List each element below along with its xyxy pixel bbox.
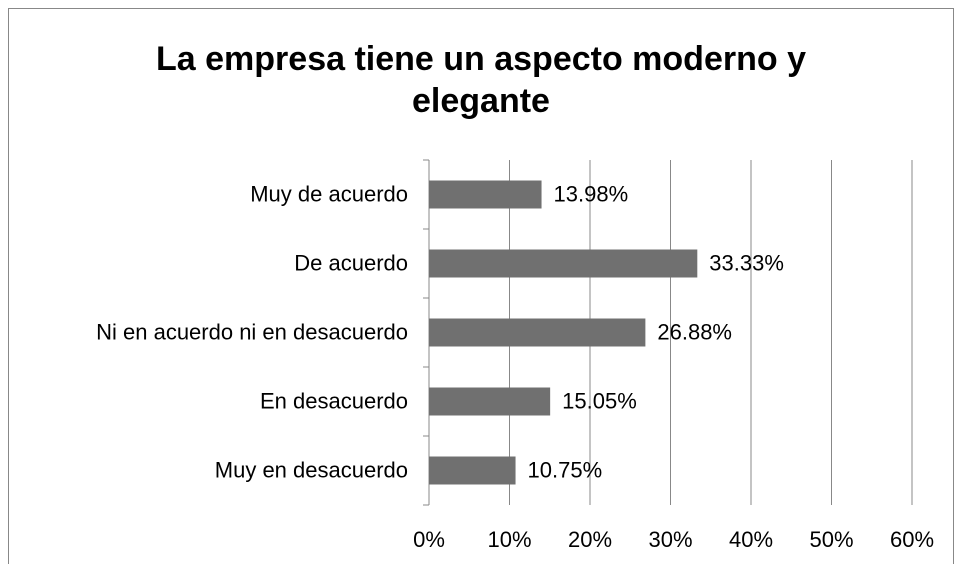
- x-tick-label: 50%: [809, 527, 853, 552]
- bar: [429, 180, 542, 209]
- y-tick-label: Muy en desacuerdo: [215, 457, 408, 482]
- x-tick-label: 60%: [890, 527, 934, 552]
- bar: [429, 249, 698, 278]
- chart-title: La empresa tiene un aspecto moderno y el…: [156, 40, 806, 120]
- y-tick-label: Ni en acuerdo ni en desacuerdo: [96, 319, 408, 344]
- value-label: 13.98%: [554, 181, 629, 206]
- x-tick-label: 30%: [648, 527, 692, 552]
- y-tick-label: En desacuerdo: [260, 388, 408, 413]
- x-tick-label: 40%: [729, 527, 773, 552]
- x-tick-label: 0%: [413, 527, 445, 552]
- bar: [429, 456, 516, 485]
- value-label: 33.33%: [709, 250, 784, 275]
- bar: [429, 387, 551, 416]
- y-tick-label: Muy de acuerdo: [250, 181, 408, 206]
- x-tick-label: 10%: [487, 527, 531, 552]
- value-label: 15.05%: [562, 388, 637, 413]
- chart-frame: [8, 8, 954, 564]
- value-label: 26.88%: [657, 319, 732, 344]
- y-tick-label: De acuerdo: [294, 250, 408, 275]
- value-label: 10.75%: [528, 457, 603, 482]
- x-tick-label: 20%: [568, 527, 612, 552]
- bar: [429, 318, 646, 347]
